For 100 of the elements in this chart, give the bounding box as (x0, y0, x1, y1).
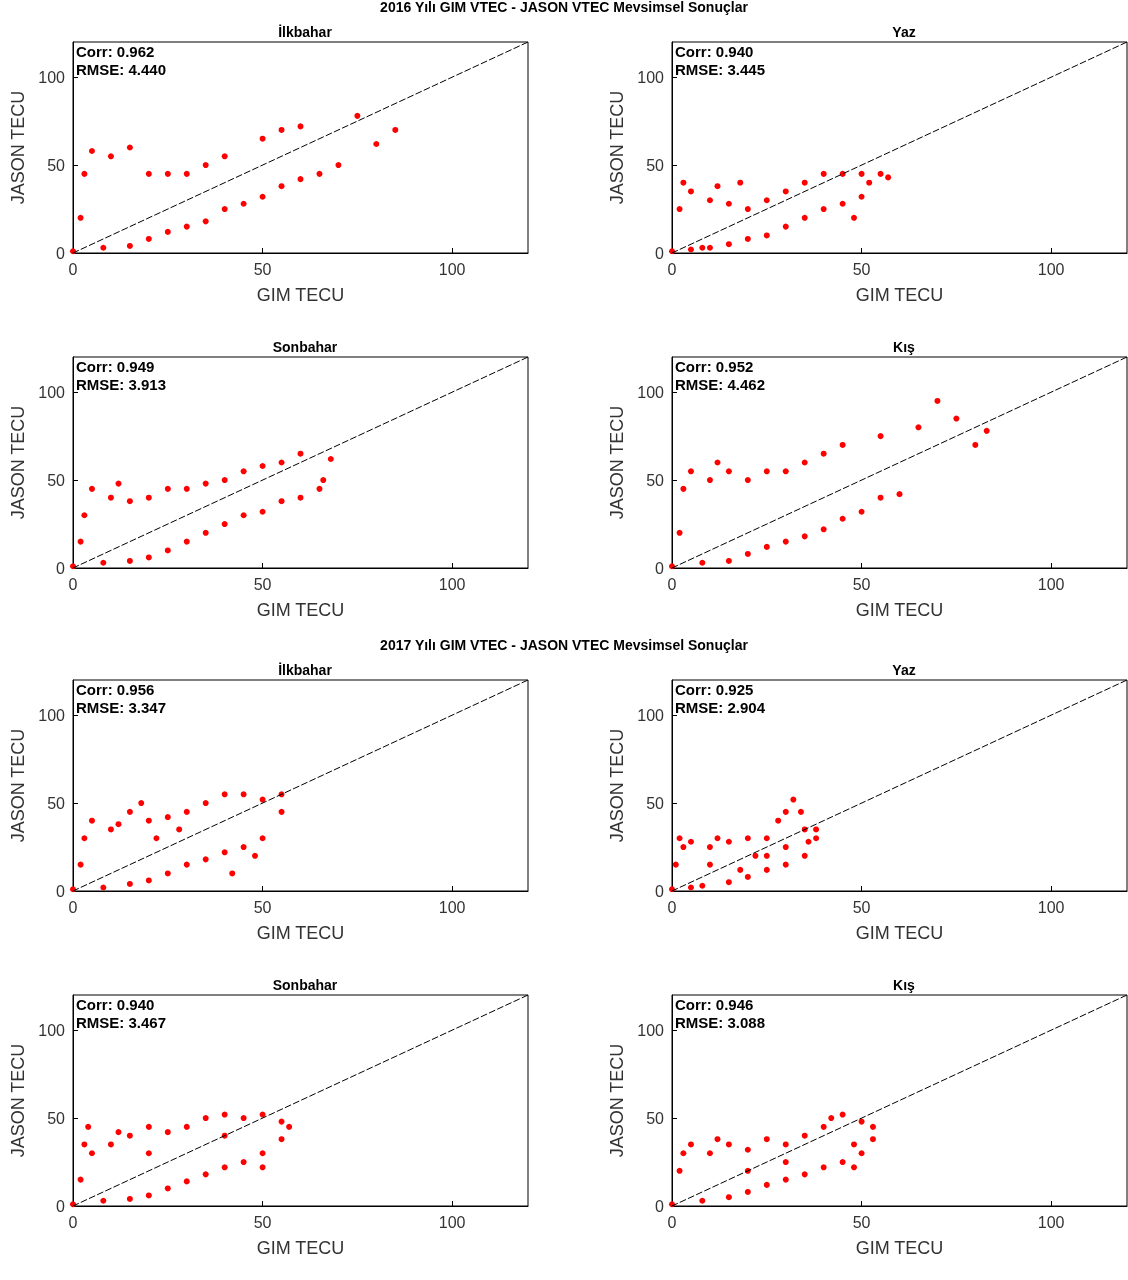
x-axis-title: GIM TECU (256, 1238, 345, 1258)
point (202, 480, 209, 487)
chart-title: Sonbahar (272, 339, 338, 355)
point (877, 170, 884, 177)
annotation: RMSE: 3.913 (76, 376, 167, 393)
x-tick-label: 0 (68, 260, 78, 278)
point (164, 870, 171, 877)
annotation: Corr: 0.949 (76, 358, 155, 375)
x-axis-title: GIM TECU (256, 600, 345, 620)
annotation: Corr: 0.946 (675, 996, 754, 1013)
point (714, 1136, 721, 1143)
point (126, 808, 133, 815)
point (680, 179, 687, 186)
point (164, 228, 171, 235)
point (676, 206, 683, 213)
point (297, 176, 304, 183)
point (790, 796, 797, 803)
point (316, 170, 323, 177)
point (672, 861, 679, 868)
point (896, 491, 903, 498)
x-tick-label: 100 (1037, 575, 1065, 593)
point (687, 1141, 694, 1148)
point (801, 214, 808, 221)
x-tick-label: 0 (667, 575, 677, 593)
point (763, 852, 770, 859)
point (145, 1150, 152, 1157)
point (145, 817, 152, 824)
point (202, 529, 209, 536)
point (858, 170, 865, 177)
point (107, 494, 114, 501)
x-tick-label: 0 (667, 260, 677, 278)
point (202, 800, 209, 807)
point (775, 817, 782, 824)
point (221, 1164, 228, 1171)
x-tick-label: 50 (253, 260, 272, 278)
point (88, 148, 95, 155)
x-tick-label: 100 (438, 260, 466, 278)
point (699, 882, 706, 889)
y-tick-label: 100 (38, 706, 66, 724)
y-tick-label: 100 (38, 1021, 66, 1039)
point (100, 1197, 107, 1204)
point (183, 223, 190, 230)
point (706, 244, 713, 251)
y-tick-label: 100 (38, 383, 66, 401)
point (737, 179, 744, 186)
point (752, 852, 759, 859)
x-tick-label: 100 (438, 575, 466, 593)
point (680, 1150, 687, 1157)
annotation: RMSE: 3.347 (76, 699, 167, 716)
point (278, 126, 285, 133)
point (801, 852, 808, 859)
y-tick-label: 0 (56, 559, 66, 577)
point (687, 884, 694, 891)
y-axis-title: JASON TECU (8, 1043, 29, 1158)
chart-title: İlkbahar (278, 662, 333, 678)
y-tick-label: 50 (47, 471, 66, 489)
x-tick-label: 0 (68, 898, 78, 916)
point (202, 856, 209, 863)
y-tick-label: 50 (646, 794, 665, 812)
point (107, 1141, 114, 1148)
point (240, 1159, 247, 1166)
point (744, 1146, 751, 1153)
point (126, 1132, 133, 1139)
point (763, 468, 770, 475)
point (259, 835, 266, 842)
point (115, 821, 122, 828)
chart-title: Yaz (892, 24, 916, 40)
point (164, 485, 171, 492)
point (869, 1136, 876, 1143)
y-axis-title: JASON TECU (8, 90, 29, 205)
point (763, 1181, 770, 1188)
point (725, 1194, 732, 1201)
point (680, 844, 687, 851)
point (725, 241, 732, 248)
point (145, 554, 152, 561)
point (801, 179, 808, 186)
point (320, 477, 327, 484)
y-tick-label: 50 (646, 471, 665, 489)
point (81, 512, 88, 519)
y-axis-title: JASON TECU (8, 728, 29, 843)
point (88, 1150, 95, 1157)
point (676, 1167, 683, 1174)
point (782, 223, 789, 230)
point (240, 200, 247, 207)
point (115, 480, 122, 487)
point (915, 424, 922, 431)
point (221, 153, 228, 160)
point (278, 498, 285, 505)
y-tick-label: 0 (655, 1197, 665, 1215)
point (176, 826, 183, 833)
point (680, 485, 687, 492)
x-tick-label: 50 (852, 575, 871, 593)
point (744, 477, 751, 484)
point (145, 877, 152, 884)
y-axis-title: JASON TECU (8, 405, 29, 520)
point (839, 441, 846, 448)
point (183, 485, 190, 492)
point (813, 835, 820, 842)
point (278, 183, 285, 190)
x-tick-label: 0 (667, 1213, 677, 1231)
